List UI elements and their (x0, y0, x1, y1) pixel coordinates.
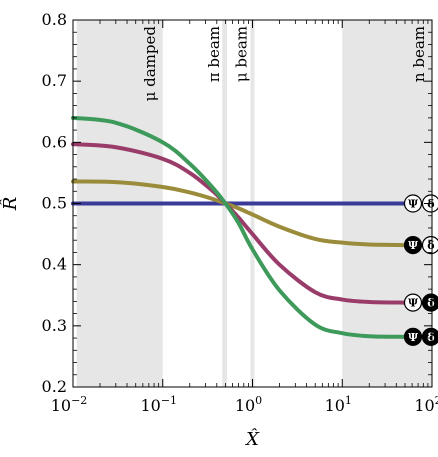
x-tick-label: 10−2 (51, 394, 88, 415)
y-tick-label: 0.6 (42, 132, 67, 151)
psi-badge-symbol: Ψ (408, 239, 418, 252)
series-badges: ΨδΨδΨδΨδ (403, 194, 438, 346)
delta-badge-circle (421, 327, 438, 346)
psi-badge-circle (403, 235, 423, 255)
x-tick-label: 101 (325, 394, 352, 415)
delta-badge-circle (421, 235, 438, 255)
x-axis-ticks: 10−2 10−1 100 101 102 (51, 20, 438, 415)
series-line (71, 115, 407, 339)
psi-badge-symbol: Ψ (408, 297, 418, 310)
psi-badge-circle (403, 293, 423, 312)
y-axis-title: R̂ (0, 197, 21, 212)
y-tick-label: 0.2 (42, 377, 67, 396)
y-axis-ticks: 0.2 0.3 0.4 0.5 0.6 0.7 0.8 (42, 10, 432, 396)
y-tick-label: 0.5 (42, 194, 67, 213)
psi-badge-circle (403, 194, 423, 213)
delta-badge-circle (421, 293, 438, 312)
x-tick-label: 10−1 (140, 394, 177, 415)
psi-badge-circle (403, 327, 423, 346)
delta-badge-symbol: δ (427, 331, 434, 344)
region-labels: μ damped π beam μ beam n beam (141, 26, 428, 102)
region-label: n beam (410, 26, 428, 82)
y-tick-label: 0.7 (42, 71, 67, 90)
series-line (71, 179, 407, 248)
region-label: π beam (205, 26, 223, 82)
psi-badge-symbol: Ψ (408, 198, 418, 211)
region-label: μ beam (232, 26, 250, 82)
series-line (71, 142, 407, 305)
delta-badge-symbol: δ (427, 239, 434, 252)
x-tick-label: 100 (235, 394, 262, 415)
y-tick-label: 0.4 (42, 255, 67, 274)
y-tick-label: 0.3 (42, 316, 67, 335)
x-tick-label: 102 (414, 394, 438, 415)
y-tick-label: 0.8 (42, 10, 67, 29)
region-label: μ damped (141, 26, 159, 102)
series-lines (71, 115, 407, 339)
x-axis-title: X̂ (244, 428, 260, 450)
psi-badge-symbol: Ψ (408, 331, 418, 344)
delta-badge-symbol: δ (427, 297, 434, 310)
